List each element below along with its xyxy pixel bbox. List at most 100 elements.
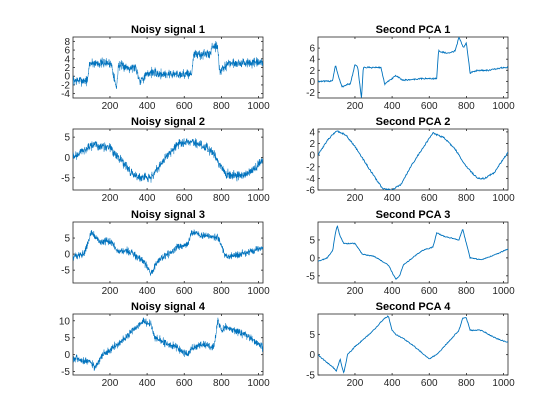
x-tick-label: 600 (176, 286, 193, 297)
series-line (73, 229, 263, 277)
x-tick-label: 600 (176, 193, 193, 204)
x-tick-label: 800 (213, 378, 230, 389)
y-tick-label: 0 (309, 77, 315, 88)
x-tick-label: 800 (458, 193, 475, 204)
y-tick-label: 8 (64, 37, 70, 48)
y-tick-label: 0 (309, 151, 315, 162)
chart-title: Second PCA 1 (376, 24, 451, 36)
x-tick-label: 800 (458, 101, 475, 112)
x-tick-label: 200 (102, 286, 119, 297)
subplot-8: Second PCA 4 200 400 600 800 1000 -5 0 5 (306, 301, 515, 389)
y-tick-label: -2 (61, 80, 70, 91)
x-tick-label: 200 (347, 101, 364, 112)
subplot-5: Noisy signal 3 200 400 600 800 1000 -5 0 5 (61, 209, 270, 297)
x-tick-label: 200 (102, 193, 119, 204)
series-line (73, 41, 263, 90)
x-tick-label: 200 (102, 101, 119, 112)
y-tick-label: -2 (306, 88, 315, 99)
series-line (318, 225, 508, 281)
y-tick-label: 2 (64, 63, 70, 74)
y-tick-label: 0 (309, 253, 315, 264)
subplot-3: Noisy signal 2 200 400 600 800 1000 -5 0 5 (61, 116, 270, 204)
x-tick-label: 600 (176, 101, 193, 112)
axes-box (72, 36, 264, 99)
y-tick-label: -4 (61, 89, 70, 100)
y-tick-label: 4 (64, 54, 70, 65)
x-tick-label: 400 (139, 378, 156, 389)
x-tick-label: 200 (102, 378, 119, 389)
series-line (318, 315, 508, 374)
x-tick-label: 200 (347, 286, 364, 297)
x-tick-label: 1000 (492, 286, 515, 297)
x-tick-label: 400 (139, 193, 156, 204)
y-tick-label: 4 (309, 127, 315, 138)
x-tick-label: 400 (139, 286, 156, 297)
x-tick-label: 600 (421, 378, 438, 389)
axes-box (317, 221, 509, 284)
x-tick-label: 1000 (492, 101, 515, 112)
y-tick-label: 0 (309, 350, 315, 361)
y-tick-label: 2 (309, 139, 315, 150)
y-tick-label: -6 (306, 186, 315, 197)
series-line (73, 317, 263, 371)
x-tick-label: 200 (347, 193, 364, 204)
y-tick-label: 5 (309, 235, 315, 246)
subplot-7: Noisy signal 4 200 400 600 800 1000 -5 0 5 10 (59, 301, 270, 389)
x-tick-label: 800 (213, 286, 230, 297)
series-line (73, 138, 263, 183)
x-tick-label: 800 (213, 193, 230, 204)
y-tick-label: -4 (306, 174, 315, 185)
chart-title: Second PCA 2 (376, 116, 451, 128)
y-tick-label: -5 (61, 266, 70, 277)
x-tick-label: 800 (458, 286, 475, 297)
y-tick-label: 6 (309, 44, 315, 55)
series-line (318, 130, 508, 190)
y-tick-label: -5 (306, 271, 315, 282)
y-tick-label: -5 (61, 173, 70, 184)
y-tick-label: 0 (64, 72, 70, 83)
y-tick-label: 5 (64, 234, 70, 245)
axes-box (317, 313, 509, 376)
chart-title: Noisy signal 2 (131, 116, 205, 128)
y-tick-label: 0 (64, 153, 70, 164)
y-tick-label: 0 (64, 350, 70, 361)
x-tick-label: 600 (421, 101, 438, 112)
x-tick-label: 600 (421, 193, 438, 204)
chart-title: Second PCA 4 (376, 301, 452, 313)
axes-box (317, 128, 509, 191)
x-tick-label: 800 (213, 101, 230, 112)
x-tick-label: 600 (421, 286, 438, 297)
y-tick-label: 6 (64, 46, 70, 57)
y-tick-label: -2 (306, 162, 315, 173)
x-tick-label: 1000 (492, 193, 515, 204)
x-tick-label: 200 (347, 378, 364, 389)
x-tick-label: 1000 (247, 193, 270, 204)
axes-box (317, 36, 509, 99)
x-tick-label: 400 (384, 378, 401, 389)
y-tick-label: 10 (59, 316, 71, 327)
subplot-6: Second PCA 3 200 400 600 800 1000 -5 0 5 (306, 209, 515, 297)
y-tick-label: 5 (64, 133, 70, 144)
y-tick-label: 0 (64, 250, 70, 261)
x-tick-label: 1000 (492, 378, 515, 389)
x-tick-label: 400 (384, 101, 401, 112)
y-tick-label: 2 (309, 66, 315, 77)
x-tick-label: 1000 (247, 286, 270, 297)
x-tick-label: 1000 (247, 378, 270, 389)
x-tick-label: 400 (139, 101, 156, 112)
x-tick-label: 600 (176, 378, 193, 389)
y-tick-label: 4 (309, 55, 315, 66)
y-tick-label: 5 (64, 333, 70, 344)
series-line (318, 37, 508, 98)
x-tick-label: 400 (384, 286, 401, 297)
y-tick-label: 5 (309, 330, 315, 341)
x-tick-label: 800 (458, 378, 475, 389)
axes-box (72, 128, 264, 191)
chart-title: Noisy signal 1 (131, 24, 205, 36)
chart-title: Noisy signal 3 (131, 209, 205, 221)
chart-title: Second PCA 3 (376, 209, 451, 221)
